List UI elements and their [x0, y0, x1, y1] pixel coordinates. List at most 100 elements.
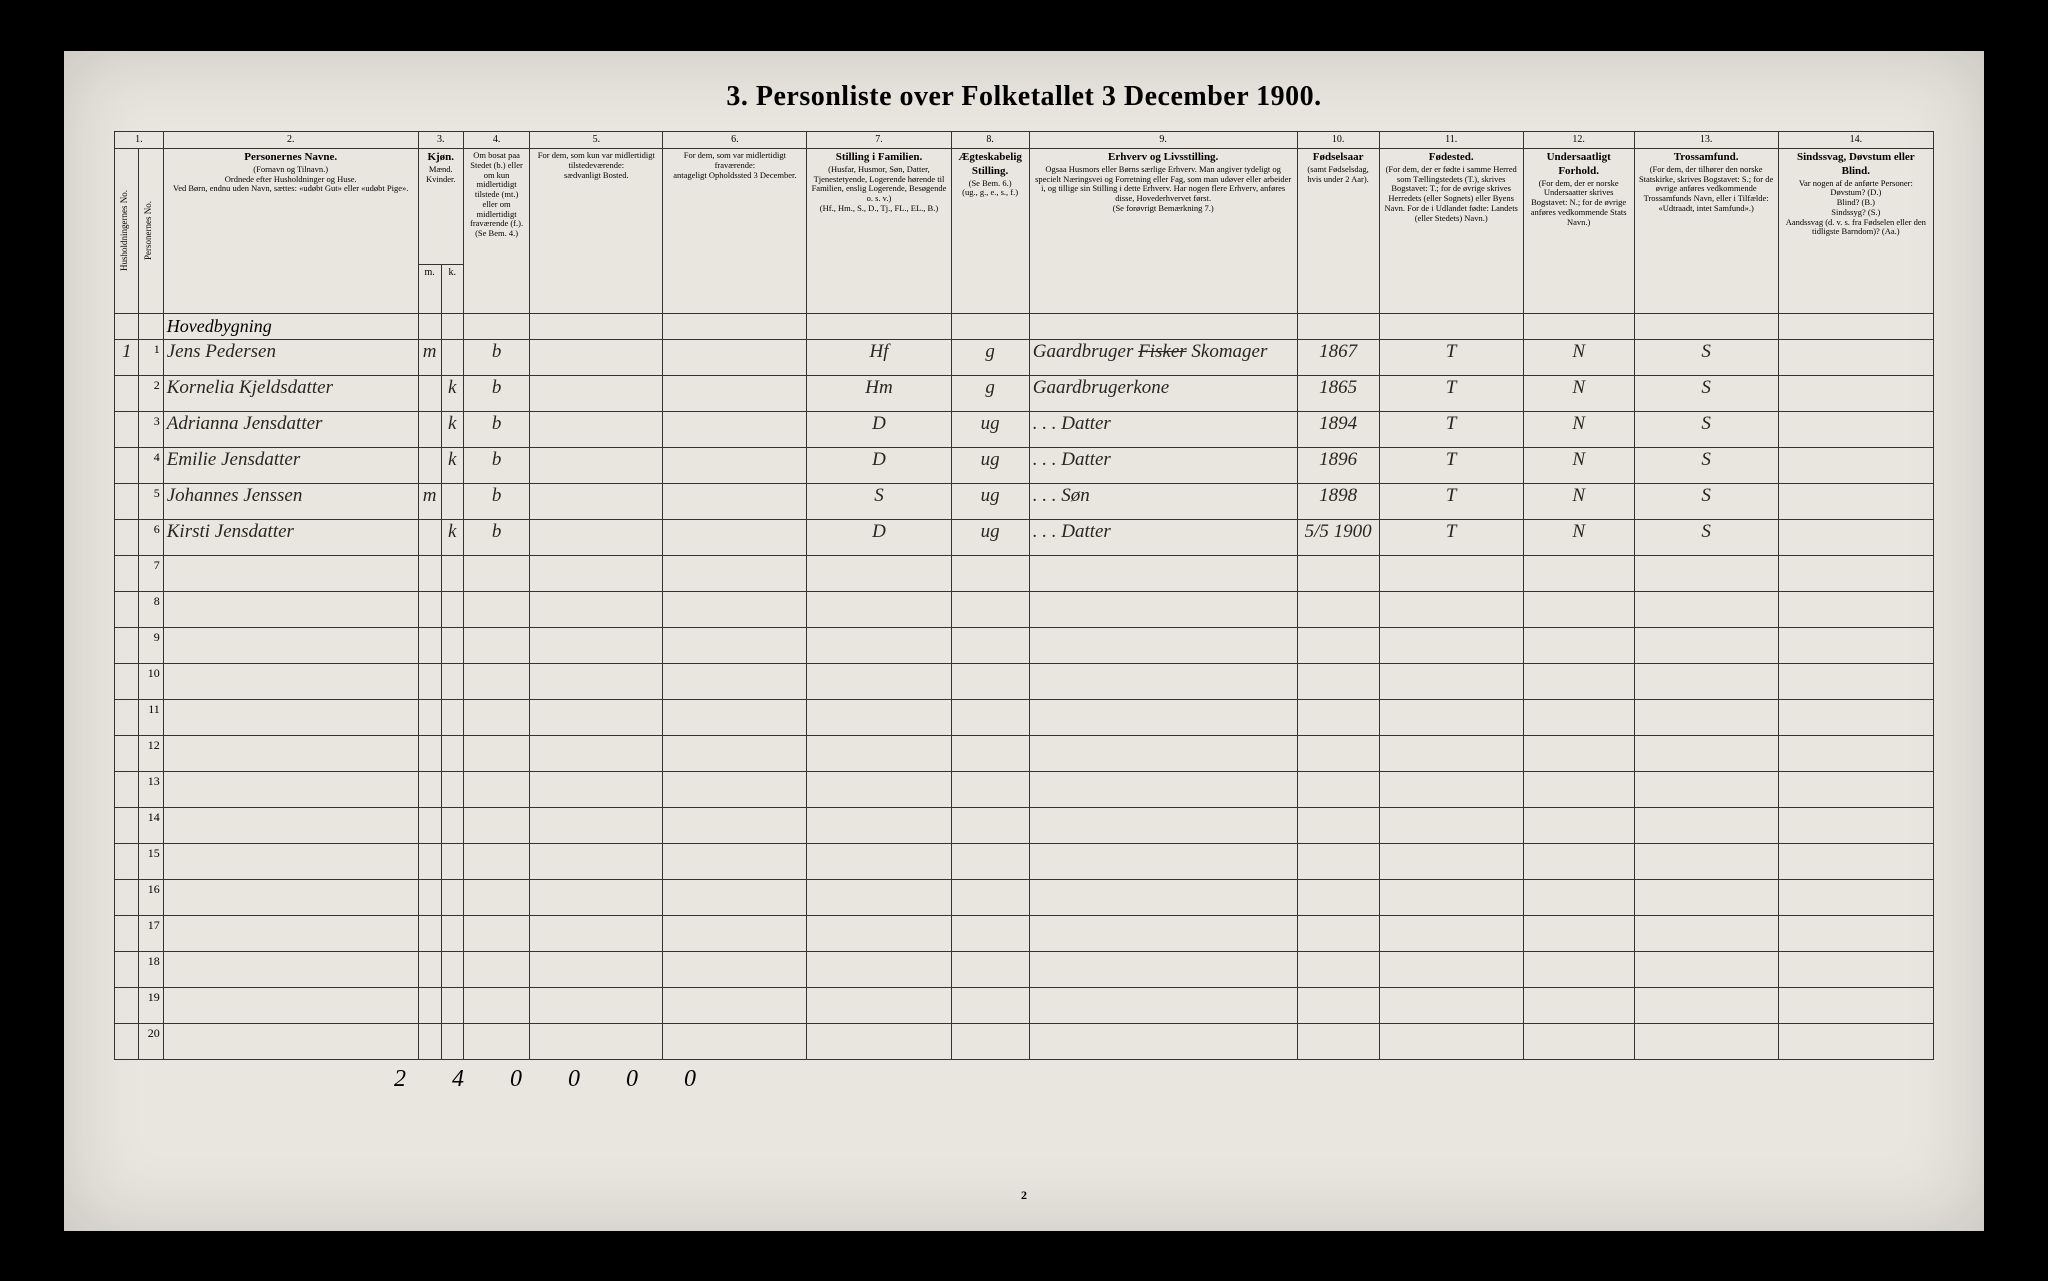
cell-temp-absent	[663, 484, 807, 520]
cell-name: Adrianna Jensdatter	[163, 412, 418, 448]
cell-nationality: N	[1523, 448, 1634, 484]
cell-household-no	[115, 628, 139, 664]
cell-sex-m	[418, 412, 441, 448]
cell-name: Emilie Jensdatter	[163, 448, 418, 484]
table-row: 3Adrianna JensdatterkbDug. . . Datter189…	[115, 412, 1934, 448]
cell-household-no	[115, 880, 139, 916]
cell-name: Jens Pedersen	[163, 340, 418, 376]
cell-household-no	[115, 592, 139, 628]
cell-family-pos: Hm	[807, 376, 951, 412]
cell-person-no: 13	[139, 772, 163, 808]
col-num: 8.	[951, 131, 1029, 149]
header-names: Personernes Navne. (Fornavn og Tilnavn.)…	[163, 149, 418, 314]
cell-name: Kornelia Kjeldsdatter	[163, 376, 418, 412]
cell-sex-k: k	[441, 412, 463, 448]
cell-occupation: . . . Søn	[1029, 484, 1297, 520]
header-m: m.	[418, 265, 441, 314]
page-number: 2	[1021, 1188, 1027, 1203]
cell-residence: b	[463, 376, 530, 412]
cell-temp-absent	[663, 376, 807, 412]
cell-religion: S	[1634, 412, 1778, 448]
table-row: 16	[115, 880, 1934, 916]
table-row: 4Emilie JensdatterkbDug. . . Datter1896T…	[115, 448, 1934, 484]
cell-household-no	[115, 556, 139, 592]
col-num: 13.	[1634, 131, 1778, 149]
cell-household-no	[115, 952, 139, 988]
table-row: 11	[115, 700, 1934, 736]
cell-household-no	[115, 484, 139, 520]
cell-temp-present	[530, 376, 663, 412]
cell-marital: ug	[951, 520, 1029, 556]
cell-name: Johannes Jenssen	[163, 484, 418, 520]
table-row: 8	[115, 592, 1934, 628]
cell-residence: b	[463, 448, 530, 484]
cell-sex-k	[441, 484, 463, 520]
cell-household-no	[115, 772, 139, 808]
cell-birthyear: 1894	[1297, 412, 1379, 448]
cell-residence: b	[463, 412, 530, 448]
cell-sex-m	[418, 448, 441, 484]
cell-person-no: 11	[139, 700, 163, 736]
cell-name: Kirsti Jensdatter	[163, 520, 418, 556]
census-page: 3. Personliste over Folketallet 3 Decemb…	[64, 51, 1984, 1231]
cell-occupation: . . . Datter	[1029, 412, 1297, 448]
cell-person-no: 10	[139, 664, 163, 700]
table-row: 12	[115, 736, 1934, 772]
cell-sex-m	[418, 520, 441, 556]
header-k: k.	[441, 265, 463, 314]
census-table: 1. 2. 3. 4. 5. 6. 7. 8. 9. 10. 11. 12. 1…	[114, 131, 1934, 1061]
table-body: Hovedbygning11Jens PedersenmbHfgGaardbru…	[115, 314, 1934, 1060]
cell-family-pos: Hf	[807, 340, 951, 376]
cell-disability	[1778, 376, 1933, 412]
header-marital: Ægteskabelig Stilling. (Se Bem. 6.) (ug.…	[951, 149, 1029, 314]
header-temp-present: For dem, som kun var midlertidigt tilste…	[530, 149, 663, 314]
cell-occupation: . . . Datter	[1029, 520, 1297, 556]
cell-marital: ug	[951, 412, 1029, 448]
cell-household-no	[115, 700, 139, 736]
cell-sex-m: m	[418, 484, 441, 520]
cell-birthyear: 1867	[1297, 340, 1379, 376]
col-num: 2.	[163, 131, 418, 149]
cell-household-no	[115, 916, 139, 952]
cell-sex-m: m	[418, 340, 441, 376]
cell-person-no: 9	[139, 628, 163, 664]
cell-family-pos: D	[807, 448, 951, 484]
cell-birthyear: 1898	[1297, 484, 1379, 520]
table-row: 9	[115, 628, 1934, 664]
cell-occupation: Gaardbrugerkone	[1029, 376, 1297, 412]
cell-temp-present	[530, 340, 663, 376]
cell-person-no: 4	[139, 448, 163, 484]
cell-person-no: 8	[139, 592, 163, 628]
col-num: 3.	[418, 131, 463, 149]
table-row: 20	[115, 1024, 1934, 1060]
cell-sex-k: k	[441, 520, 463, 556]
cell-temp-absent	[663, 340, 807, 376]
cell-occupation: Gaardbruger Fisker Skomager	[1029, 340, 1297, 376]
cell-disability	[1778, 412, 1933, 448]
table-row: 6Kirsti JensdatterkbDug. . . Datter5/5 1…	[115, 520, 1934, 556]
cell-family-pos: D	[807, 520, 951, 556]
cell-person-no: 19	[139, 988, 163, 1024]
header-religion: Trossamfund. (For dem, der tilhører den …	[1634, 149, 1778, 314]
cell-person-no: 18	[139, 952, 163, 988]
table-row: 13	[115, 772, 1934, 808]
cell-sex-k: k	[441, 376, 463, 412]
table-row: 10	[115, 664, 1934, 700]
cell-nationality: N	[1523, 520, 1634, 556]
header-person-no: Personernes No.	[142, 151, 155, 311]
cell-religion: S	[1634, 376, 1778, 412]
cell-household-no	[115, 736, 139, 772]
cell-sex-m	[418, 376, 441, 412]
col-num: 6.	[663, 131, 807, 149]
header-household-no: Husholdningernes No.	[118, 151, 131, 311]
cell-person-no: 5	[139, 484, 163, 520]
col-num: 12.	[1523, 131, 1634, 149]
cell-occupation: . . . Datter	[1029, 448, 1297, 484]
header-occupation: Erhverv og Livsstilling. Ogsaa Husmors e…	[1029, 149, 1297, 314]
cell-religion: S	[1634, 484, 1778, 520]
cell-disability	[1778, 520, 1933, 556]
table-row: 18	[115, 952, 1934, 988]
cell-person-no: 14	[139, 808, 163, 844]
col-num: 9.	[1029, 131, 1297, 149]
col-num: 4.	[463, 131, 530, 149]
